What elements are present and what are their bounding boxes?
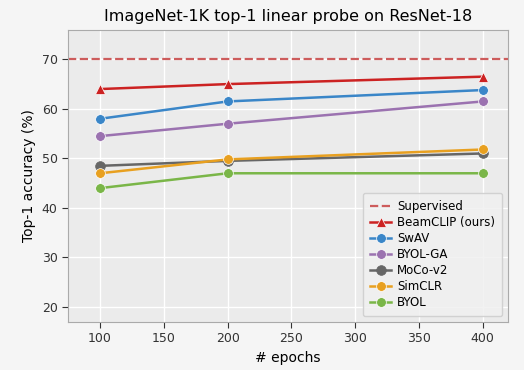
MoCo-v2 [224,159,231,163]
SwAV [224,99,231,104]
BeamCLIP (ours) [224,82,231,86]
SimCLR [224,157,231,162]
X-axis label: # epochs: # epochs [255,351,321,365]
Line: SwAV: SwAV [95,85,488,124]
SimCLR [479,147,486,152]
BeamCLIP (ours) [479,74,486,79]
Legend: Supervised, BeamCLIP (ours), SwAV, BYOL-GA, MoCo-v2, SimCLR, BYOL: Supervised, BeamCLIP (ours), SwAV, BYOL-… [363,193,503,316]
MoCo-v2 [97,164,103,168]
BeamCLIP (ours) [97,87,103,91]
Line: MoCo-v2: MoCo-v2 [95,149,488,171]
SwAV [97,117,103,121]
Title: ImageNet-1K top-1 linear probe on ResNet-18: ImageNet-1K top-1 linear probe on ResNet… [104,9,472,24]
Line: BYOL: BYOL [95,168,488,193]
BYOL-GA [224,121,231,126]
SimCLR [97,171,103,175]
BYOL [479,171,486,175]
BYOL-GA [479,99,486,104]
Line: BeamCLIP (ours): BeamCLIP (ours) [95,72,488,94]
SwAV [479,88,486,92]
BYOL [224,171,231,175]
Line: SimCLR: SimCLR [95,145,488,178]
BYOL [97,186,103,190]
BYOL-GA [97,134,103,138]
Line: BYOL-GA: BYOL-GA [95,97,488,141]
MoCo-v2 [479,151,486,156]
Y-axis label: Top-1 accuracy (%): Top-1 accuracy (%) [22,109,36,242]
